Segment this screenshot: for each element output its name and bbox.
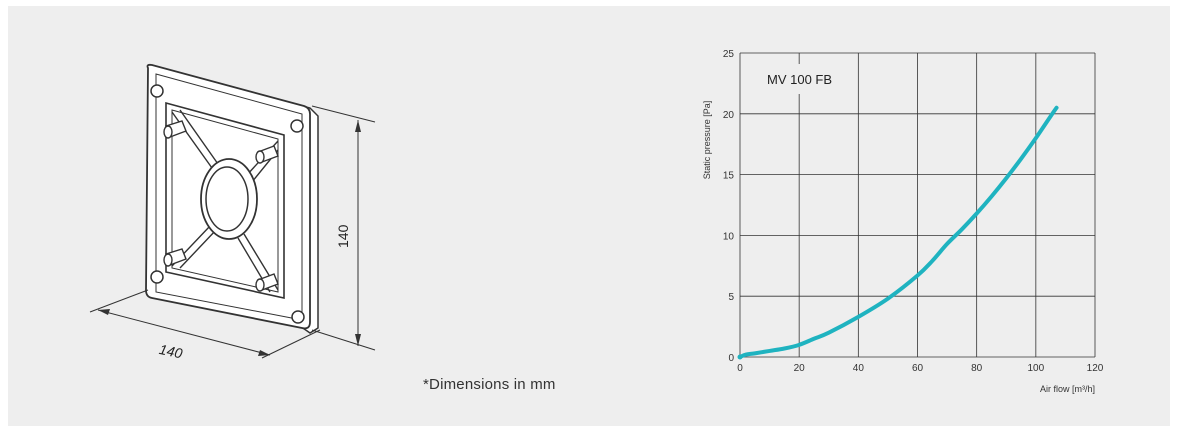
y-tick-label: 0: [728, 353, 734, 364]
mounting-plate-drawing: 140 140: [89, 63, 376, 362]
height-dimension-label: 140: [335, 224, 351, 248]
x-tick-label: 80: [971, 363, 983, 374]
chart-ticks: 0 20 40 60 80 100 120 0 5 10 15 20 25: [723, 49, 1104, 374]
chart-series: [737, 105, 1059, 360]
y-axis-title: Static pressure [Pa]: [702, 101, 712, 180]
corner-hole: [150, 270, 164, 284]
width-dimension-line: [97, 309, 271, 356]
x-axis-title: Air flow [m³/h]: [1040, 384, 1095, 394]
series-annotation: MV 100 FB: [767, 72, 832, 87]
mounting-pegs: [163, 120, 279, 292]
central-hole: [205, 166, 249, 232]
inner-frame: [165, 101, 285, 299]
dim-extension-line: [311, 329, 376, 351]
series-start-point: [737, 354, 743, 360]
x-tick-label: 0: [737, 363, 743, 374]
inner-frame-rim: [171, 109, 279, 293]
dim-extension-line: [311, 105, 376, 123]
y-tick-label: 5: [728, 292, 734, 303]
arrow-head: [98, 309, 110, 315]
corner-hole: [290, 119, 304, 133]
arrow-head: [258, 350, 270, 356]
x-tick-label: 100: [1027, 363, 1044, 374]
corner-hole: [150, 84, 164, 98]
series-line: [738, 105, 1059, 359]
x-tick-label: 20: [794, 363, 806, 374]
x-tick-label: 120: [1087, 363, 1104, 374]
arrow-head: [355, 120, 361, 132]
x-tick-label: 60: [912, 363, 924, 374]
corner-hole: [291, 310, 305, 324]
x-tick-label: 40: [853, 363, 865, 374]
dim-extension-line: [261, 329, 321, 359]
y-tick-label: 15: [723, 171, 735, 182]
width-dimension-label: 140: [158, 341, 184, 362]
dim-extension-line: [89, 289, 149, 313]
y-tick-label: 10: [723, 231, 735, 242]
dimensions-note: *Dimensions in mm: [423, 376, 556, 393]
pressure-flow-chart: 0 20 40 60 80 100 120 0 5 10 15 20 25 MV 100 FB Air …: [702, 49, 1104, 394]
annotation-backdrop: [760, 64, 850, 94]
chart-grid: [739, 52, 1096, 358]
y-tick-label: 20: [723, 110, 735, 121]
arrow-head: [355, 334, 361, 346]
y-tick-label: 25: [723, 49, 735, 60]
